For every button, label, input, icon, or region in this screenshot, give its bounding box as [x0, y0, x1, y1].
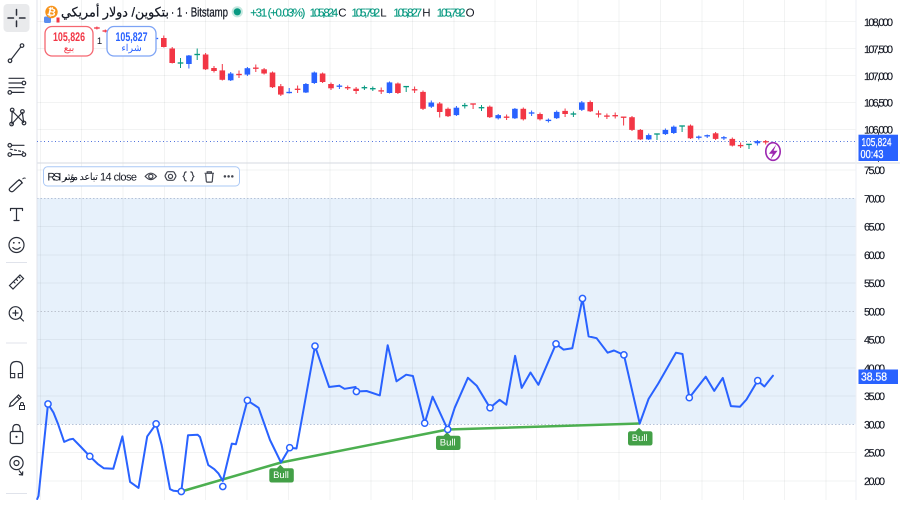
svg-text:L: L [380, 7, 387, 19]
svg-text:105,792: 105,792 [437, 7, 466, 19]
svg-text:14 close: 14 close [100, 172, 137, 184]
svg-text:RSI: RSI [47, 172, 61, 184]
svg-text:₿: ₿ [46, 6, 57, 20]
svg-text:O: O [466, 7, 475, 19]
svg-text:60.00: 60.00 [864, 250, 885, 262]
svg-text:Bull: Bull [632, 433, 648, 444]
svg-text:+31 (+0.03%): +31 (+0.03%) [250, 7, 305, 19]
svg-text:00:43: 00:43 [861, 149, 884, 161]
svg-text:106,500: 106,500 [864, 98, 893, 110]
svg-text:75.00: 75.00 [864, 165, 885, 177]
svg-text:H: H [422, 7, 430, 19]
svg-text:Bull: Bull [273, 470, 289, 481]
svg-text:70.00: 70.00 [864, 193, 885, 205]
svg-text:تباعد: تباعد [80, 172, 99, 183]
svg-text:108,000: 108,000 [864, 17, 893, 29]
svg-text:35.00: 35.00 [864, 391, 885, 403]
svg-text:105,824: 105,824 [862, 137, 892, 149]
svg-text:45.00: 45.00 [864, 335, 885, 347]
svg-text:105,792: 105,792 [352, 7, 381, 19]
svg-text:38.58: 38.58 [861, 372, 887, 384]
svg-text:105,827: 105,827 [116, 30, 148, 44]
svg-text:Bull: Bull [440, 437, 456, 448]
svg-text:20.00: 20.00 [864, 476, 885, 488]
svg-text:55.00: 55.00 [864, 278, 885, 290]
svg-text:C: C [338, 7, 346, 19]
svg-text:107,500: 107,500 [864, 44, 893, 56]
svg-text:· 1 · Bitstamp: · 1 · Bitstamp [171, 5, 228, 20]
svg-text:بتكوين/ دولار أمريكي: بتكوين/ دولار أمريكي [61, 4, 169, 21]
svg-text:106,000: 106,000 [864, 125, 893, 137]
svg-text:1: 1 [97, 36, 102, 47]
svg-text:65.00: 65.00 [864, 222, 885, 234]
svg-text:105,824: 105,824 [310, 7, 339, 19]
svg-text:25.00: 25.00 [864, 448, 885, 460]
svg-text:105,826: 105,826 [53, 30, 85, 44]
svg-text:بيع: بيع [64, 43, 75, 54]
svg-text:107,000: 107,000 [864, 71, 893, 83]
svg-text:105,827: 105,827 [393, 7, 422, 19]
svg-text:30.00: 30.00 [864, 419, 885, 431]
svg-text:شراء: شراء [121, 43, 141, 54]
svg-text:مؤشر: مؤشر [61, 172, 78, 183]
svg-text:50.00: 50.00 [864, 306, 885, 318]
